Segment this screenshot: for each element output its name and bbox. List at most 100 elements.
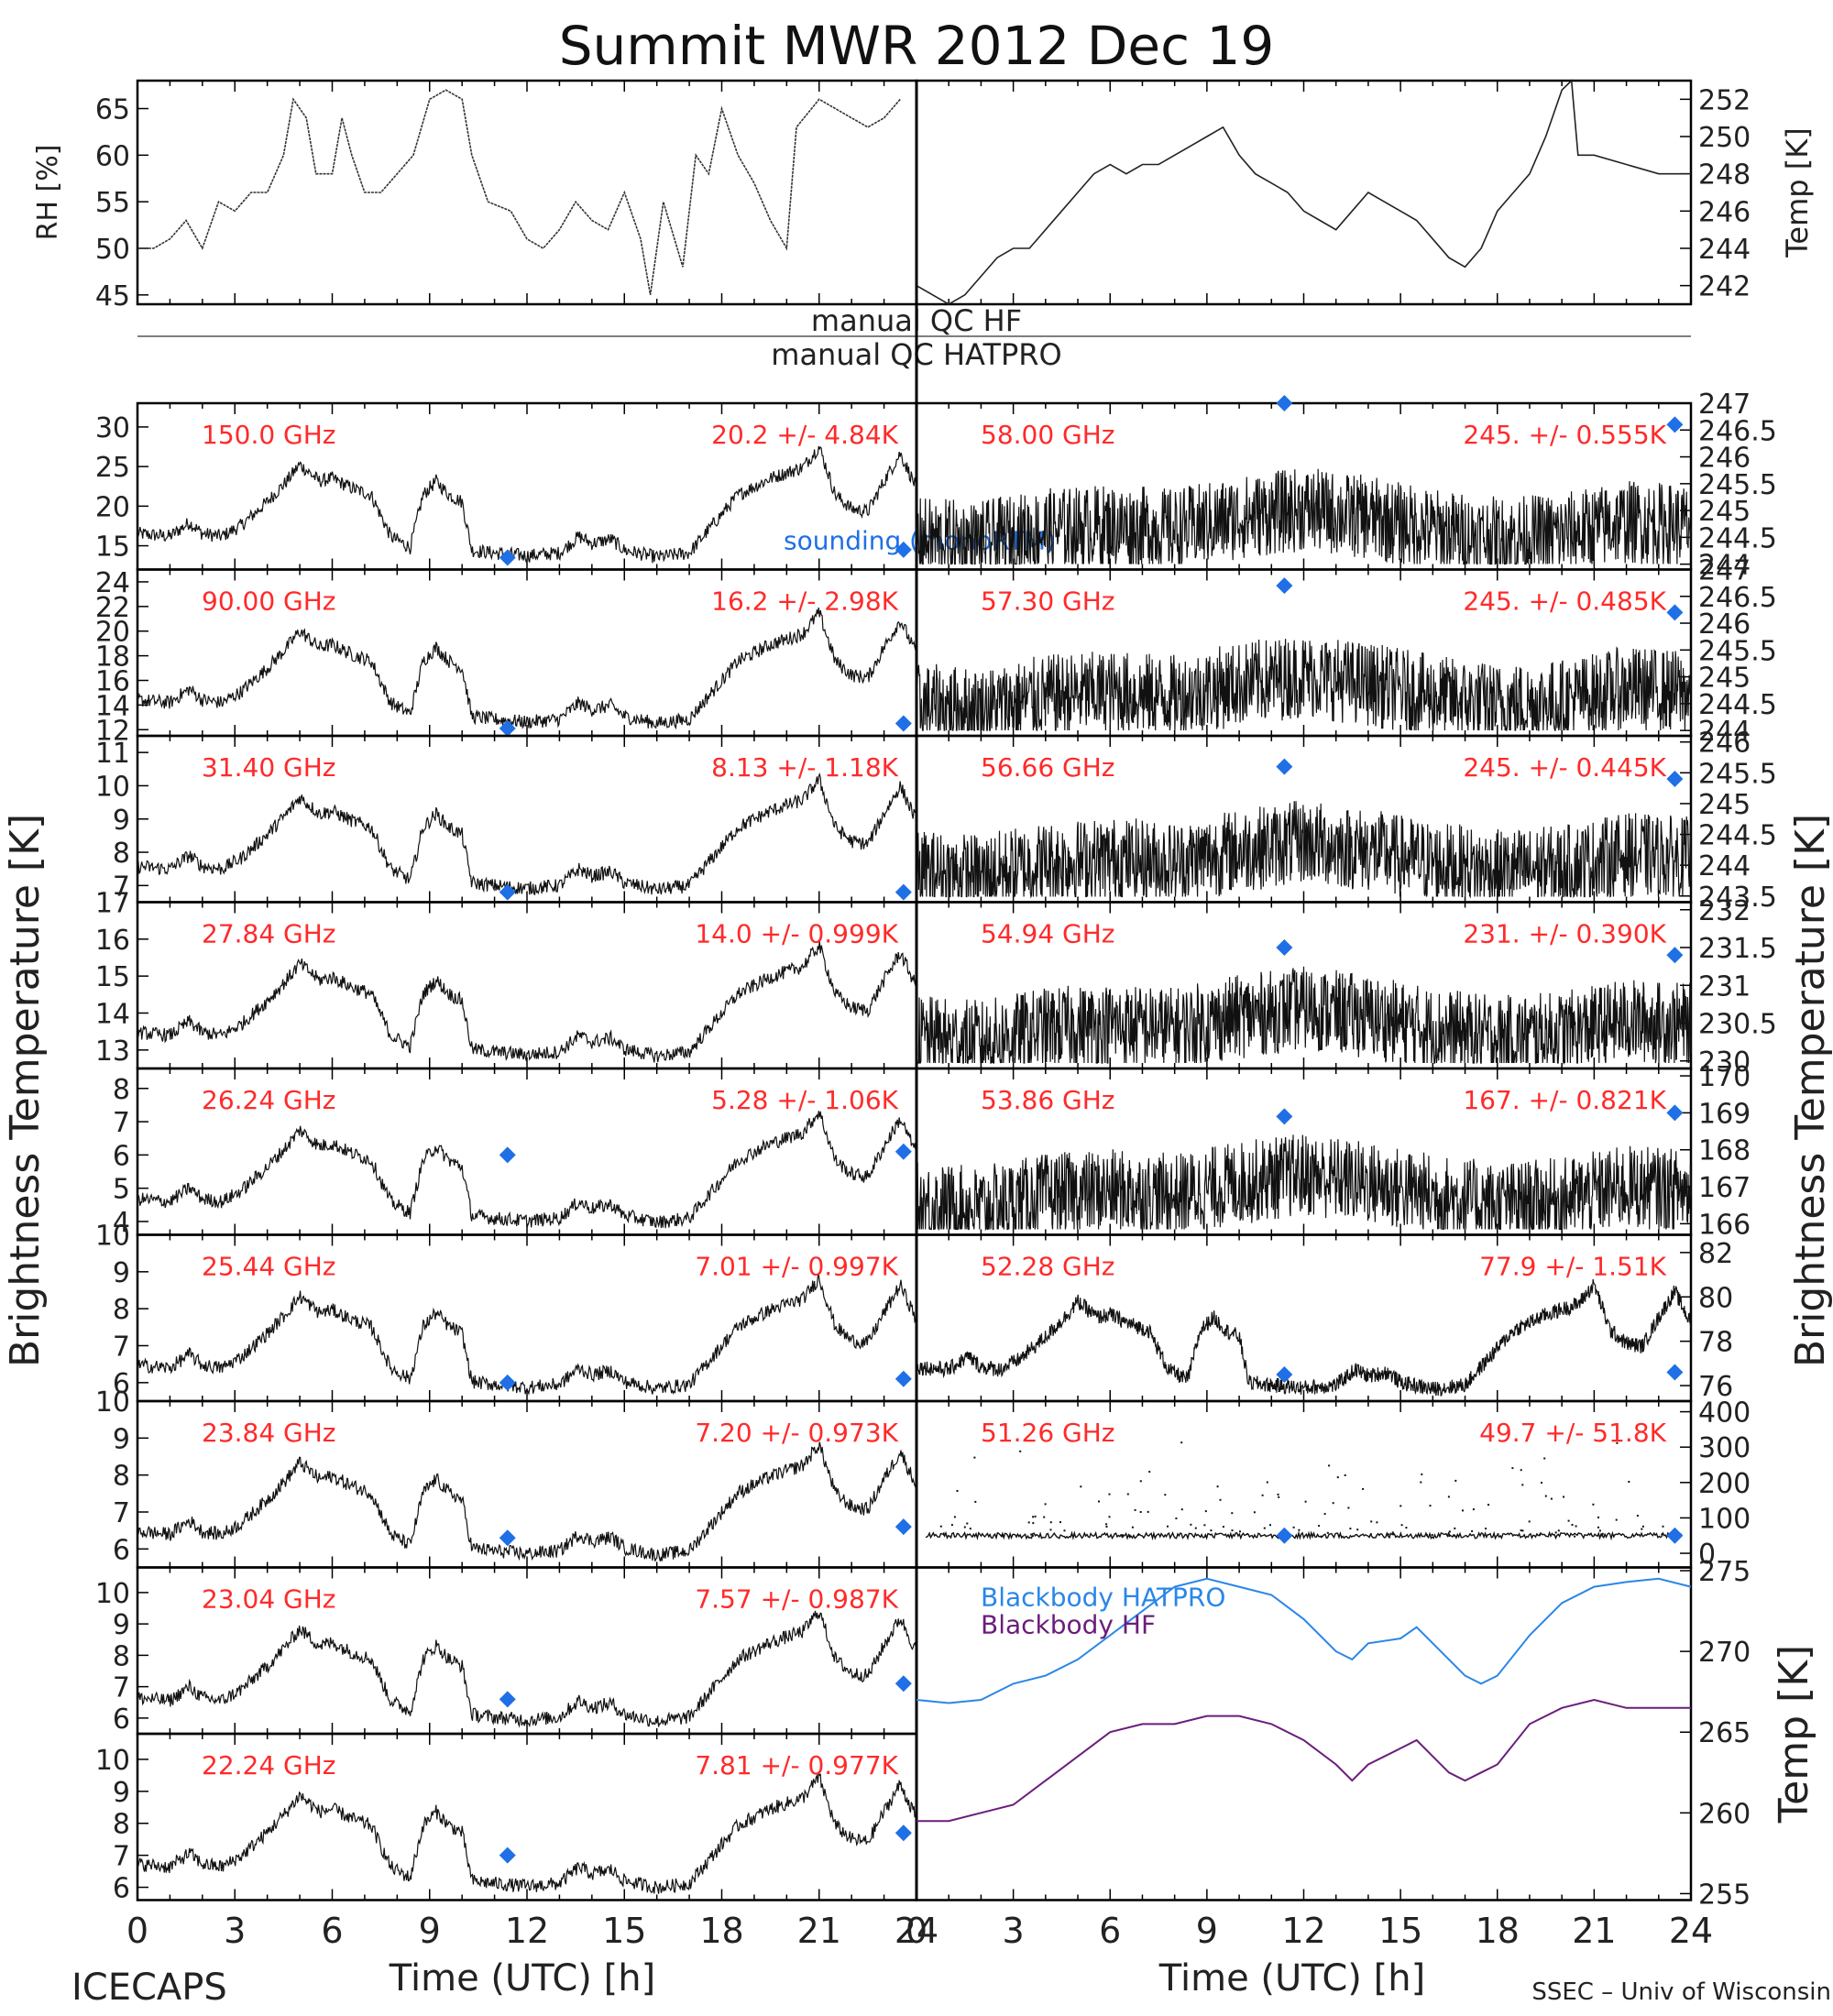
outlier-point [1431,1534,1433,1536]
outlier-point [1544,1495,1547,1497]
outlier-point [1347,1507,1350,1509]
y-tick-label: 7 [113,1331,130,1364]
outlier-point [1098,1500,1100,1503]
channel-frequency-label: 26.24 GHz [202,1085,336,1115]
sounding-marker [1276,1527,1293,1544]
blackbody-series-line [916,1698,1691,1823]
sounding-marker [499,1146,516,1164]
outlier-point [1049,1521,1052,1524]
x-tick-label: 15 [1378,1911,1422,1951]
outlier-point [1134,1508,1136,1511]
x-tick-label: 21 [1572,1911,1616,1951]
outlier-point [1128,1534,1131,1537]
outlier-point [1277,1493,1279,1496]
y-tick-label: 76 [1698,1371,1733,1403]
outlier-point [1485,1528,1487,1530]
y-tick-label: 231 [1698,970,1751,1003]
outlier-point [1388,1533,1389,1536]
outlier-point [1520,1529,1522,1532]
y-tick-label: 232 [1698,895,1751,927]
y-tick-label: 10 [95,1745,130,1777]
x-axis-label-left: Time (UTC) [h] [389,1957,655,2000]
outlier-point [1454,1479,1457,1482]
outlier-point [1521,1484,1524,1486]
y-tick-label: 10 [95,1221,130,1253]
y-tick-label: 30 [95,412,130,444]
channel-frequency-label: 27.84 GHz [202,919,336,949]
sounding-marker [1276,939,1293,956]
y-tick-label: 6 [113,1368,130,1400]
y-tick-label: 265 [1698,1717,1751,1749]
y-tick-label: 245.5 [1698,758,1777,790]
outlier-point [953,1516,956,1518]
y-tick-label: 9 [113,1257,130,1289]
channel-stat-label: 167. +/- 0.821K [1463,1085,1666,1115]
y-tick-label: 10 [95,1578,130,1610]
outlier-point [1462,1509,1464,1512]
channel-stat-label: 7.57 +/- 0.987K [695,1584,898,1615]
outlier-point [1309,1535,1312,1538]
channel-stat-label: 245. +/- 0.445K [1463,752,1666,783]
outlier-point [1425,1534,1428,1537]
x-tick-label: 21 [797,1911,841,1951]
y-tick-label: 11 [95,738,130,770]
outlier-point [1175,1517,1178,1519]
outlier-point [1080,1485,1082,1488]
outlier-point [1362,1487,1365,1490]
outlier-point [1336,1476,1339,1479]
x-tick-label: 18 [1476,1911,1520,1951]
channel-frequency-label: 54.94 GHz [981,919,1115,949]
sounding-marker [895,715,912,732]
left-channel-trace [137,1111,917,1229]
y-tick-label: 22 [95,592,130,624]
outlier-point [1278,1496,1280,1498]
y-tick-label: 9 [113,1777,130,1809]
outlier-point [1597,1516,1599,1518]
right-channel-trace [916,639,1692,731]
outlier-point [1164,1494,1167,1496]
outlier-point [1332,1502,1334,1505]
x-tick-label: 24 [895,1911,938,1951]
channel-frequency-label: 90.00 GHz [202,586,336,617]
sounding-marker [499,1846,516,1864]
outlier-point [1049,1528,1052,1531]
sounding-marker [1666,416,1684,433]
y-tick-label: 78 [1698,1327,1733,1359]
outlier-point [956,1490,959,1492]
sounding-marker [499,549,516,566]
x-tick-label: 0 [906,1911,927,1951]
outlier-point [1126,1493,1129,1496]
outlier-point [1298,1528,1301,1531]
y-tick-label: 8 [113,1640,130,1672]
channel-stat-label: 49.7 +/- 51.8K [1479,1418,1666,1448]
outlier-point [1194,1527,1197,1529]
outlier-point [1448,1535,1451,1538]
outlier-point [1421,1473,1423,1475]
rh-series-line [137,89,901,295]
rh-axis-label: RH [%] [32,145,64,241]
outlier-point [1219,1498,1222,1501]
outlier-point [1615,1518,1618,1521]
channel-stat-label: 231. +/- 0.390K [1463,919,1666,949]
y-tick-label: 244.5 [1698,820,1777,852]
outlier-point [1180,1441,1183,1444]
y-tick-label: 248 [1698,159,1751,192]
sounding-marker [895,1370,912,1387]
outlier-point [969,1528,971,1530]
outlier-point [1108,1516,1111,1518]
outlier-point [1320,1535,1323,1538]
y-tick-label: 170 [1698,1061,1751,1093]
y-tick-label: 60 [95,140,130,172]
left-axis-label: Brightness Temperature [K] [2,814,49,1367]
y-tick-label: 245 [1698,496,1751,528]
outlier-point [1105,1523,1108,1526]
outlier-point [1661,1533,1663,1536]
y-tick-label: 55 [95,187,130,219]
outlier-point [1326,1531,1329,1534]
outlier-point [1662,1525,1664,1528]
x-tick-label: 12 [1281,1911,1325,1951]
outlier-point [1521,1529,1524,1532]
outlier-point [1323,1513,1326,1516]
y-tick-label: 0 [1698,1539,1716,1571]
outlier-point [1567,1519,1570,1522]
